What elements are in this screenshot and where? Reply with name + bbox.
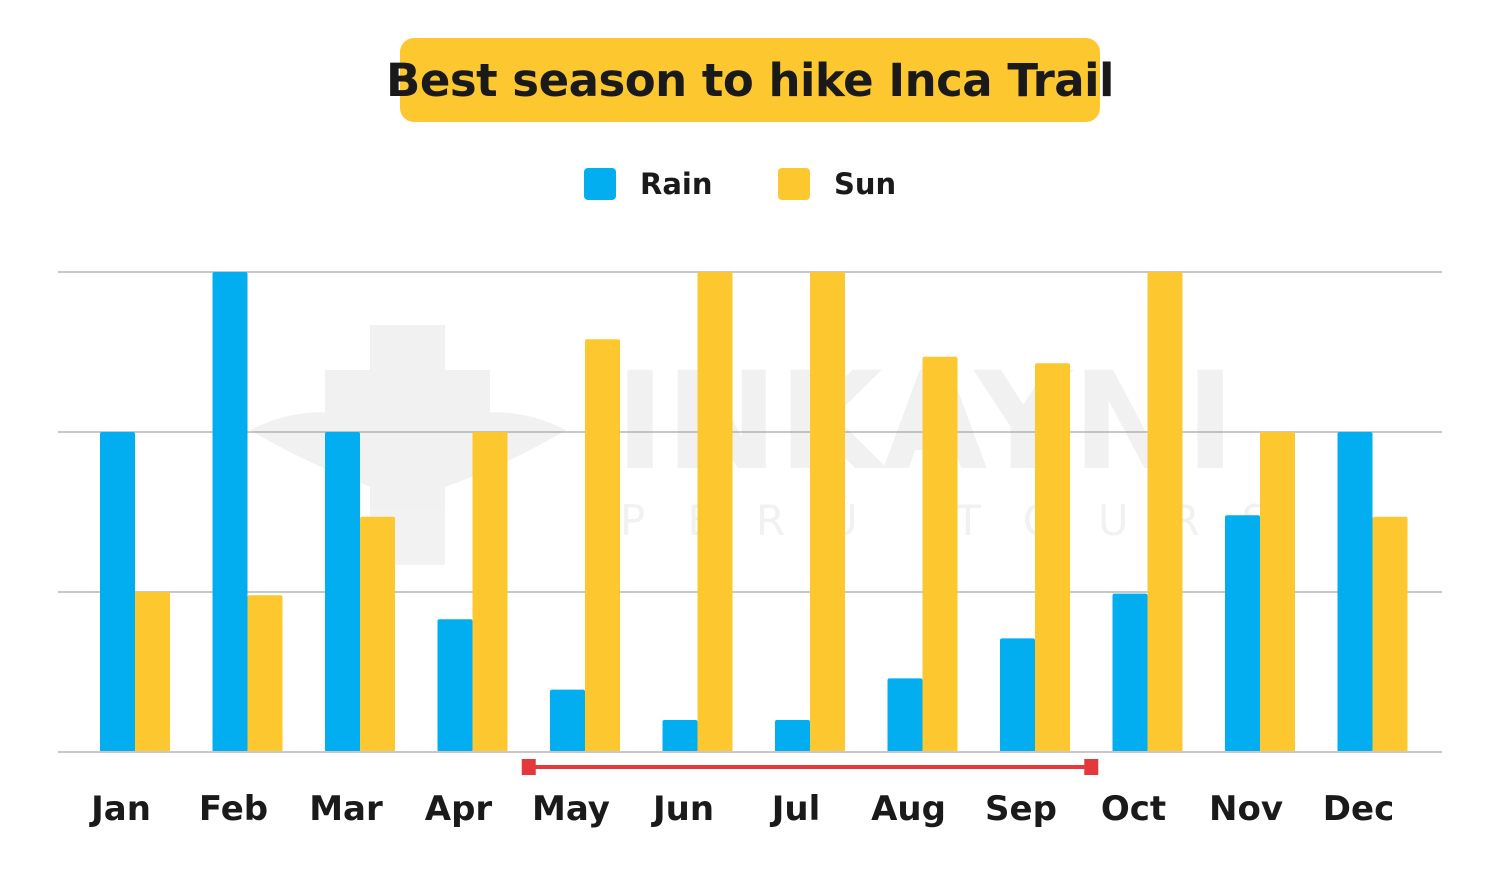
bar-rain-may bbox=[550, 689, 585, 752]
x-tick-label-nov: Nov bbox=[1209, 789, 1283, 829]
x-tick-label-feb: Feb bbox=[199, 789, 268, 829]
legend-swatch-sun bbox=[778, 168, 810, 200]
bar-rain-aug bbox=[887, 678, 923, 752]
bar-rain-mar bbox=[325, 432, 360, 752]
bar-sun-feb bbox=[247, 595, 283, 752]
bar-sun-sep bbox=[1035, 363, 1070, 752]
bar-rain-jan bbox=[100, 432, 135, 752]
legend: Rain Sun bbox=[584, 167, 896, 201]
bar-sun-may bbox=[585, 339, 620, 752]
bar-sun-mar bbox=[360, 516, 395, 752]
bar-rain-sep bbox=[1000, 638, 1035, 752]
bar-sun-jul bbox=[810, 272, 845, 752]
bars bbox=[100, 272, 1408, 752]
range-end-marker bbox=[1084, 759, 1099, 775]
x-tick-label-aug: Aug bbox=[871, 789, 946, 829]
bar-rain-dec bbox=[1337, 432, 1373, 752]
x-tick-label-dec: Dec bbox=[1323, 789, 1394, 829]
x-tick-label-oct: Oct bbox=[1101, 789, 1166, 829]
bar-rain-feb bbox=[212, 272, 248, 752]
legend-swatch-rain bbox=[584, 168, 616, 200]
x-tick-label-jun: Jun bbox=[651, 789, 714, 829]
gridlines bbox=[58, 271, 1442, 593]
bar-rain-oct bbox=[1112, 593, 1148, 752]
bar-sun-nov bbox=[1260, 432, 1295, 752]
bar-rain-nov bbox=[1225, 515, 1260, 752]
bar-rain-jun bbox=[662, 720, 698, 752]
best-season-range bbox=[521, 759, 1099, 775]
bar-sun-jun bbox=[697, 272, 733, 752]
chart-title: Best season to hike Inca Trail bbox=[386, 53, 1114, 107]
x-tick-label-jul: Jul bbox=[770, 789, 821, 829]
bar-sun-dec bbox=[1372, 516, 1408, 752]
legend-label-rain: Rain bbox=[640, 167, 713, 201]
x-tick-label-sep: Sep bbox=[985, 789, 1057, 829]
x-tick-label-apr: Apr bbox=[425, 789, 493, 829]
bar-sun-aug bbox=[922, 356, 958, 752]
bar-rain-apr bbox=[437, 619, 473, 752]
x-tick-label-mar: Mar bbox=[309, 789, 383, 829]
x-axis-labels: Jan Feb Mar Apr May Jun Jul Aug Sep Oct Nov Dec bbox=[89, 789, 1394, 829]
x-tick-label-may: May bbox=[532, 789, 610, 829]
bar-sun-apr bbox=[472, 432, 508, 752]
legend-label-sun: Sun bbox=[834, 167, 896, 201]
range-start-marker bbox=[521, 759, 536, 775]
bar-sun-jan bbox=[135, 592, 170, 752]
chart-title-box: Best season to hike Inca Trail bbox=[386, 38, 1114, 122]
bar-rain-jul bbox=[775, 720, 810, 752]
x-tick-label-jan: Jan bbox=[89, 789, 151, 829]
bar-sun-oct bbox=[1147, 272, 1183, 752]
